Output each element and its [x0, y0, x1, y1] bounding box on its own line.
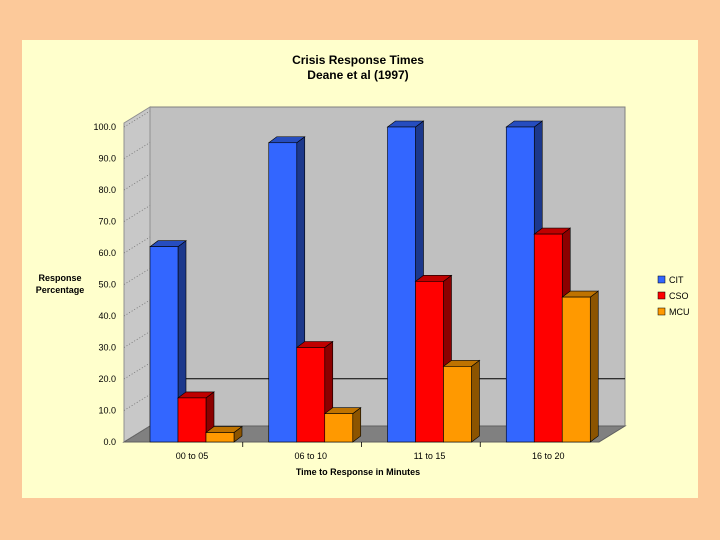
slide-background: Crisis Response Times Deane et al (1997)… [22, 40, 698, 498]
y-axis-label: Response Percentage [36, 273, 85, 295]
legend-swatch [657, 275, 666, 284]
y-tick-mark [123, 299, 151, 317]
y-axis-label-line: Percentage [36, 285, 85, 295]
legend-label: CIT [669, 275, 684, 285]
legend-swatch [657, 307, 666, 316]
bar [387, 126, 416, 443]
bar-side [471, 359, 480, 443]
bar [324, 413, 354, 443]
y-tick-label: 90.0 [98, 154, 116, 164]
y-axis-label-line: Response [38, 273, 81, 283]
bar [268, 142, 298, 443]
y-tick-label: 70.0 [98, 217, 116, 227]
legend-label: CSO [669, 291, 689, 301]
y-tick-mark [123, 394, 151, 411]
bar-chart: Crisis Response Times Deane et al (1997)… [36, 53, 690, 477]
y-tick-mark [123, 425, 151, 443]
y-tick-mark [123, 331, 151, 348]
plot-area: 0.0 10.0 20.0 30.0 40.0 50.0 60.0 70.0 80.0 90.0 1… [93, 106, 627, 461]
bar [205, 432, 235, 443]
bar [177, 397, 207, 443]
y-tick-label: 20.0 [98, 374, 116, 384]
x-tick-label: 06 to 10 [294, 451, 327, 461]
bar [296, 347, 326, 443]
legend-label: MCU [669, 307, 690, 317]
side-wall [123, 106, 151, 443]
y-tick-label: 30.0 [98, 343, 116, 353]
y-tick-label: 60.0 [98, 248, 116, 258]
legend: CIT CSO MCU [657, 275, 690, 317]
x-axis-label: Time to Response in Minutes [296, 467, 420, 477]
y-tick-label: 100.0 [93, 122, 116, 132]
y-tick-mark [123, 362, 151, 380]
bar-side [589, 290, 599, 443]
bar [533, 233, 563, 443]
x-tick-label: 11 to 15 [414, 451, 446, 461]
y-tick-mark [123, 142, 151, 159]
bar [561, 296, 591, 443]
legend-swatch [657, 291, 666, 300]
chart-subtitle: Deane et al (1997) [307, 68, 408, 82]
y-tick-mark [123, 173, 151, 191]
bar [415, 281, 444, 443]
chart-title: Crisis Response Times [292, 53, 424, 67]
bar [149, 246, 179, 443]
y-tick-label: 10.0 [98, 406, 116, 416]
y-tick-label: 0.0 [103, 437, 116, 447]
y-tick-label: 50.0 [98, 280, 116, 290]
y-tick-label: 80.0 [98, 185, 116, 195]
y-tick-mark [123, 268, 151, 285]
x-tick-label: 16 to 20 [532, 451, 565, 461]
y-tick-label: 40.0 [98, 311, 116, 321]
bar [505, 126, 535, 443]
bar [443, 366, 472, 443]
y-tick-mark [123, 110, 151, 128]
x-tick-label: 00 to 05 [176, 451, 209, 461]
y-tick-mark [123, 205, 151, 222]
y-tick-mark [123, 236, 151, 254]
